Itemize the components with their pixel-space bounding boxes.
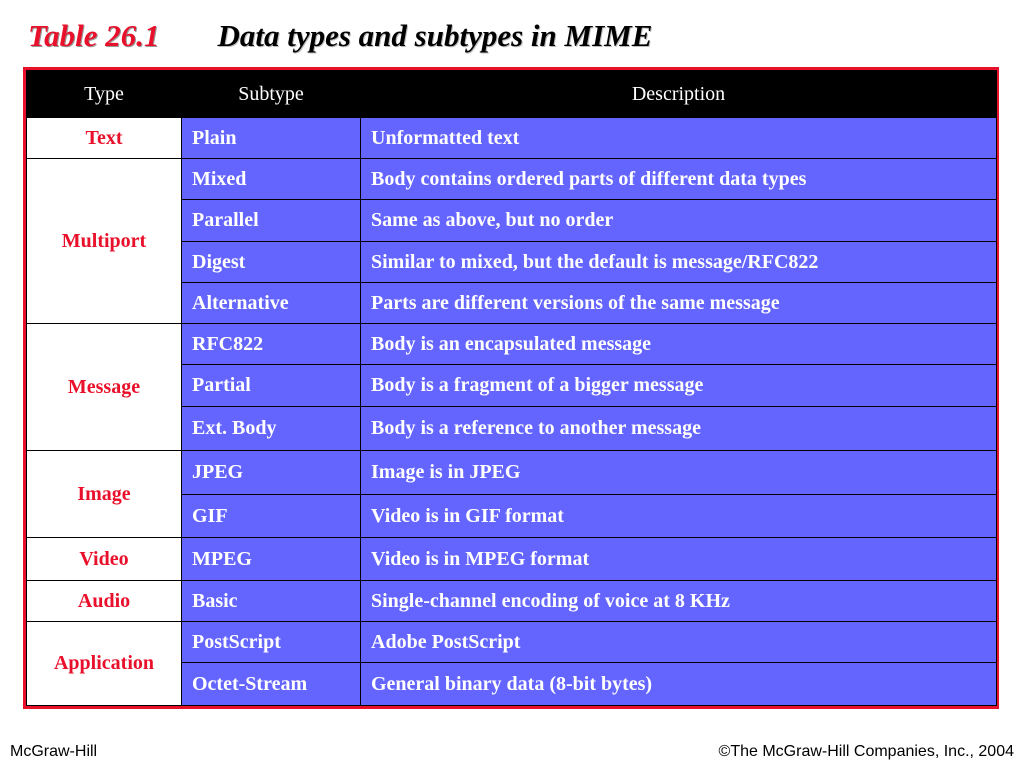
type-cell: Image [26,450,182,538]
description-cell: Body contains ordered parts of different… [360,158,997,200]
type-cell: Multiport [26,158,182,324]
subtype-cell: Digest [181,241,361,283]
table-row: Multiport Mixed Body contains ordered part… [26,158,997,324]
table-caption: Data types and subtypes in MIME [217,18,653,53]
table-row: Ext. Body Body is a reference to another … [27,406,997,451]
table-row: Video MPEG Video is in MPEG format [26,537,997,581]
footer-publisher: McGraw-Hill [10,743,98,760]
type-cell: Message [26,323,182,451]
header-type: Type [26,70,182,118]
table-number: Table 26.1 [28,18,160,53]
description-cell: Video is in GIF format [360,494,997,538]
table-row: Text Plain Unformatted text [26,117,997,159]
table-frame: Type Subtype Description Text Plain Unform… [23,67,999,709]
subtype-cell: Octet-Stream [181,662,361,706]
mime-types-table: Type Subtype Description Text Plain Unform… [26,70,997,706]
description-cell: General binary data (8-bit bytes) [360,662,997,706]
table-row: Parallel Same as above, but no order [27,199,997,242]
header-subtype: Subtype [181,70,361,118]
slide-title: Table 26.1 Data types and subtypes in MIM… [28,14,652,58]
description-cell: Single-channel encoding of voice at 8 KH… [360,580,997,622]
subtype-cell: JPEG [181,450,361,495]
table-body: Text Plain Unformatted text Multiport Mixed B… [26,117,997,706]
description-cell: Body is a fragment of a bigger message [360,364,997,407]
footer-copyright: ©The McGraw-Hill Companies, Inc., 2004 [718,743,1014,760]
description-cell: Video is in MPEG format [360,537,997,581]
subtype-cell: PostScript [181,621,361,663]
description-cell: Body is an encapsulated message [360,323,997,365]
type-cell: Application [26,621,182,706]
subtype-cell: Parallel [181,199,361,242]
type-cell: Text [26,117,182,159]
table-row: Application PostScript Adobe PostScript [26,621,997,706]
table-row: Image JPEG Image is in JPEG [26,450,997,538]
description-cell: Adobe PostScript [360,621,997,663]
subtype-cell: MPEG [181,537,361,581]
table-row: GIF Video is in GIF format [27,494,997,538]
subtype-cell: RFC822 [181,323,361,365]
subtype-cell: Alternative [181,282,361,324]
type-cell: Video [26,537,182,581]
header-row: Type Subtype Description [26,70,997,118]
description-cell: Body is a reference to another message [360,406,997,451]
subtype-cell: Basic [181,580,361,622]
header-description: Description [360,70,997,118]
description-cell: Image is in JPEG [360,450,997,495]
table-row: Message RFC822 Body is an encapsulated mes… [26,323,997,451]
subtype-cell: Partial [181,364,361,407]
table-row: Digest Similar to mixed, but the default … [27,241,997,283]
table-row: Octet-Stream General binary data (8-bit b… [27,662,997,706]
subtype-cell: Plain [181,117,361,159]
table-row: Partial Body is a fragment of a bigger me… [27,364,997,407]
description-cell: Same as above, but no order [360,199,997,242]
description-cell: Parts are different versions of the same… [360,282,997,324]
description-cell: Unformatted text [360,117,997,159]
subtype-cell: Ext. Body [181,406,361,451]
table-row: Alternative Parts are different versions … [27,282,997,324]
subtype-cell: Mixed [181,158,361,200]
description-cell: Similar to mixed, but the default is mes… [360,241,997,283]
type-cell: Audio [26,580,182,622]
subtype-cell: GIF [181,494,361,538]
table-row: Audio Basic Single-channel encoding of voi… [26,580,997,622]
